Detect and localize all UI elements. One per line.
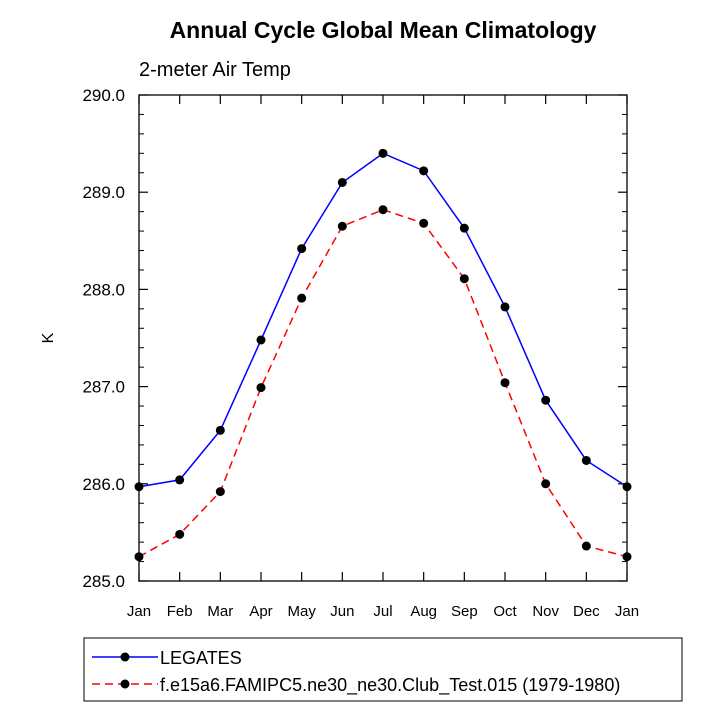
- x-tick-label: Nov: [532, 603, 559, 620]
- y-tick-label: 288.0: [82, 280, 125, 299]
- x-tick-label: Aug: [410, 603, 437, 620]
- y-tick-label: 289.0: [82, 183, 125, 202]
- data-point: [622, 552, 632, 562]
- series-line: [138, 208, 628, 558]
- data-point: [500, 302, 510, 312]
- legend-box: [83, 637, 683, 702]
- legend-marker-1: [120, 652, 130, 662]
- data-point: [378, 205, 388, 215]
- data-point: [419, 166, 429, 176]
- data-point: [215, 425, 225, 435]
- data-point: [337, 221, 347, 231]
- data-point: [256, 335, 266, 345]
- chart-subtitle: 2-meter Air Temp: [139, 59, 291, 81]
- y-axis-label: K: [40, 332, 57, 343]
- x-tick-label: Jan: [615, 603, 639, 620]
- data-point: [297, 244, 307, 254]
- legend-label-1: LEGATES: [160, 648, 242, 668]
- series-1: [134, 148, 632, 492]
- x-tick-label: Jul: [373, 603, 392, 620]
- x-tick-label: May: [287, 603, 316, 620]
- legend-marker-2: [120, 679, 130, 689]
- data-point: [541, 395, 551, 405]
- data-point: [297, 293, 307, 303]
- x-tick-label: Feb: [167, 603, 193, 620]
- legend-label-2: f.e15a6.FAMIPC5.ne30_ne30.Club_Test.015 …: [160, 675, 620, 696]
- x-tick-label: Apr: [249, 603, 272, 620]
- x-tick-label: Jun: [330, 603, 354, 620]
- y-tick-label: 286.0: [82, 475, 125, 494]
- x-tick-label: Mar: [207, 603, 233, 620]
- series-line: [138, 152, 628, 488]
- data-point: [419, 218, 429, 228]
- x-tick-label: Sep: [451, 603, 478, 620]
- y-tick-label: 285.0: [82, 572, 125, 591]
- data-point: [175, 475, 185, 485]
- data-point: [541, 479, 551, 489]
- data-point: [459, 274, 469, 284]
- series-layer: [134, 148, 632, 562]
- legend: LEGATES f.e15a6.FAMIPC5.ne30_ne30.Club_Te…: [83, 637, 683, 702]
- x-tick-label: Dec: [573, 603, 600, 620]
- data-point: [459, 223, 469, 233]
- x-tick-label: Oct: [493, 603, 517, 620]
- chart-title: Annual Cycle Global Mean Climatology: [170, 17, 597, 43]
- data-point: [622, 482, 632, 492]
- data-point: [378, 148, 388, 158]
- data-point: [215, 487, 225, 497]
- data-point: [134, 552, 144, 562]
- y-tick-label: 287.0: [82, 378, 125, 397]
- x-tick-label: Jan: [127, 603, 151, 620]
- data-point: [175, 529, 185, 539]
- series-2: [134, 205, 632, 562]
- y-tick-label: 290.0: [82, 86, 125, 105]
- data-point: [256, 383, 266, 393]
- data-point: [337, 177, 347, 187]
- data-point: [581, 541, 591, 551]
- plot-frame: [138, 94, 628, 582]
- plot-axes: 285.0 286.0 287.0 288.0 289.0 290.0 Jan Feb Mar A…: [82, 86, 639, 620]
- data-point: [581, 455, 591, 465]
- data-point: [134, 482, 144, 492]
- data-point: [500, 378, 510, 388]
